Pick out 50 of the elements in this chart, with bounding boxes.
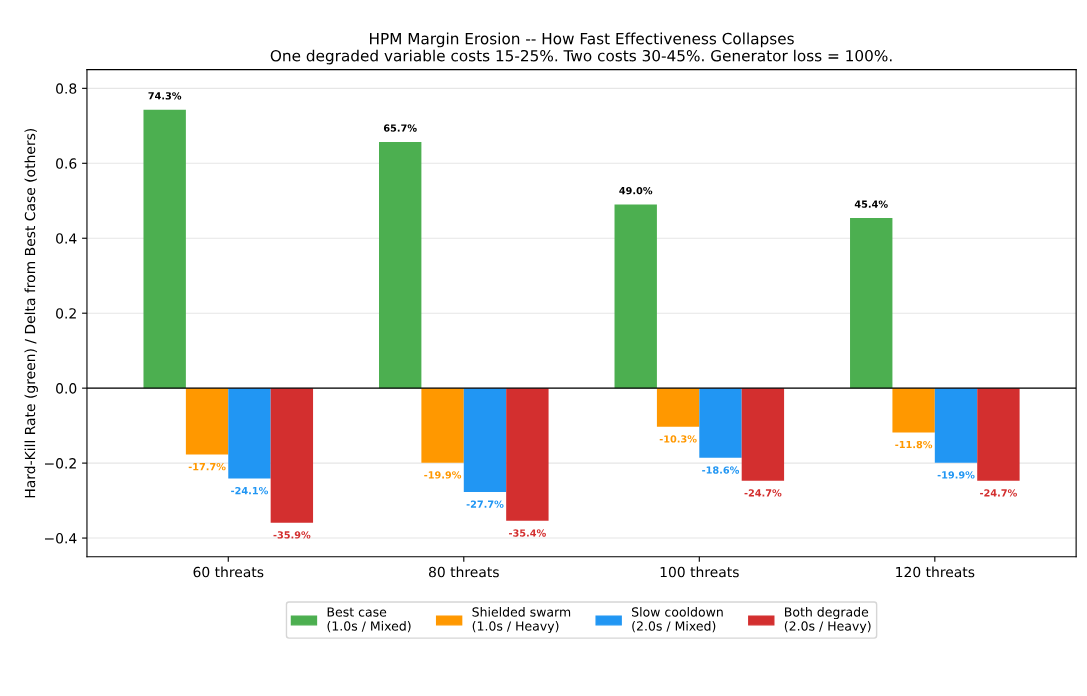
data-label: -35.4% bbox=[509, 529, 546, 537]
chart-title: HPM Margin Erosion -- How Fast Effectiveness Collapses bbox=[370, 32, 794, 48]
y-tick-label: 0.0 bbox=[56, 383, 77, 394]
bar bbox=[379, 141, 422, 389]
y-axis-title: Hard-Kill Rate (green) / Delta from Best Case (others) bbox=[24, 128, 38, 498]
bar bbox=[977, 388, 1020, 481]
y-tick-label: 0.4 bbox=[56, 233, 77, 244]
bar bbox=[270, 388, 314, 523]
data-label: -24.7% bbox=[744, 489, 782, 497]
bar bbox=[463, 388, 507, 492]
bar bbox=[892, 388, 935, 433]
data-label: -11.8% bbox=[895, 440, 933, 449]
bar bbox=[741, 388, 785, 481]
bar bbox=[185, 388, 229, 455]
y-tick-label: 0.6 bbox=[56, 158, 77, 169]
y-tick-label: −0.2 bbox=[44, 458, 76, 469]
data-label: -18.6% bbox=[702, 466, 740, 474]
bar bbox=[228, 388, 271, 479]
y-tick-label: 0.2 bbox=[56, 308, 76, 319]
x-tick-label: 80 threats bbox=[428, 566, 499, 578]
data-label: -19.9% bbox=[937, 471, 975, 479]
chart-subtitle: One degraded variable costs 15-25%. Two costs 30-45%. Generator loss = 100%. bbox=[270, 49, 892, 65]
legend-label: Best case (1.0s / Mixed) bbox=[327, 607, 411, 633]
bar bbox=[934, 388, 978, 463]
data-label: -10.3% bbox=[659, 435, 697, 443]
data-label: 45.4% bbox=[854, 200, 888, 208]
bar bbox=[421, 388, 464, 463]
data-label: -35.9% bbox=[273, 531, 311, 539]
y-tick-label: 0.8 bbox=[56, 83, 77, 94]
x-tick-label: 60 threats bbox=[193, 566, 264, 578]
data-label: -24.1% bbox=[231, 486, 269, 495]
data-label: 74.3% bbox=[148, 92, 182, 100]
bar bbox=[656, 388, 700, 427]
legend-label: Shielded swarm (1.0s / Heavy) bbox=[472, 607, 571, 634]
bar bbox=[850, 218, 893, 389]
x-tick-label: 100 threats bbox=[660, 566, 739, 578]
data-label: -17.7% bbox=[188, 462, 226, 471]
data-label: 65.7% bbox=[383, 124, 417, 132]
legend-label: Slow cooldown (2.0s / Mixed) bbox=[631, 607, 723, 633]
x-tick-label: 120 threats bbox=[896, 566, 975, 578]
data-label: -19.9% bbox=[424, 471, 462, 479]
bar bbox=[143, 109, 186, 389]
bar bbox=[614, 204, 657, 389]
data-label: 49.0% bbox=[619, 186, 653, 195]
data-label: -27.7% bbox=[466, 500, 504, 508]
bar bbox=[506, 388, 549, 521]
legend-label: Both degrade (2.0s / Heavy) bbox=[784, 607, 871, 634]
y-tick-label: −0.4 bbox=[44, 533, 77, 544]
bar bbox=[699, 388, 742, 458]
data-label: -24.7% bbox=[980, 489, 1017, 497]
